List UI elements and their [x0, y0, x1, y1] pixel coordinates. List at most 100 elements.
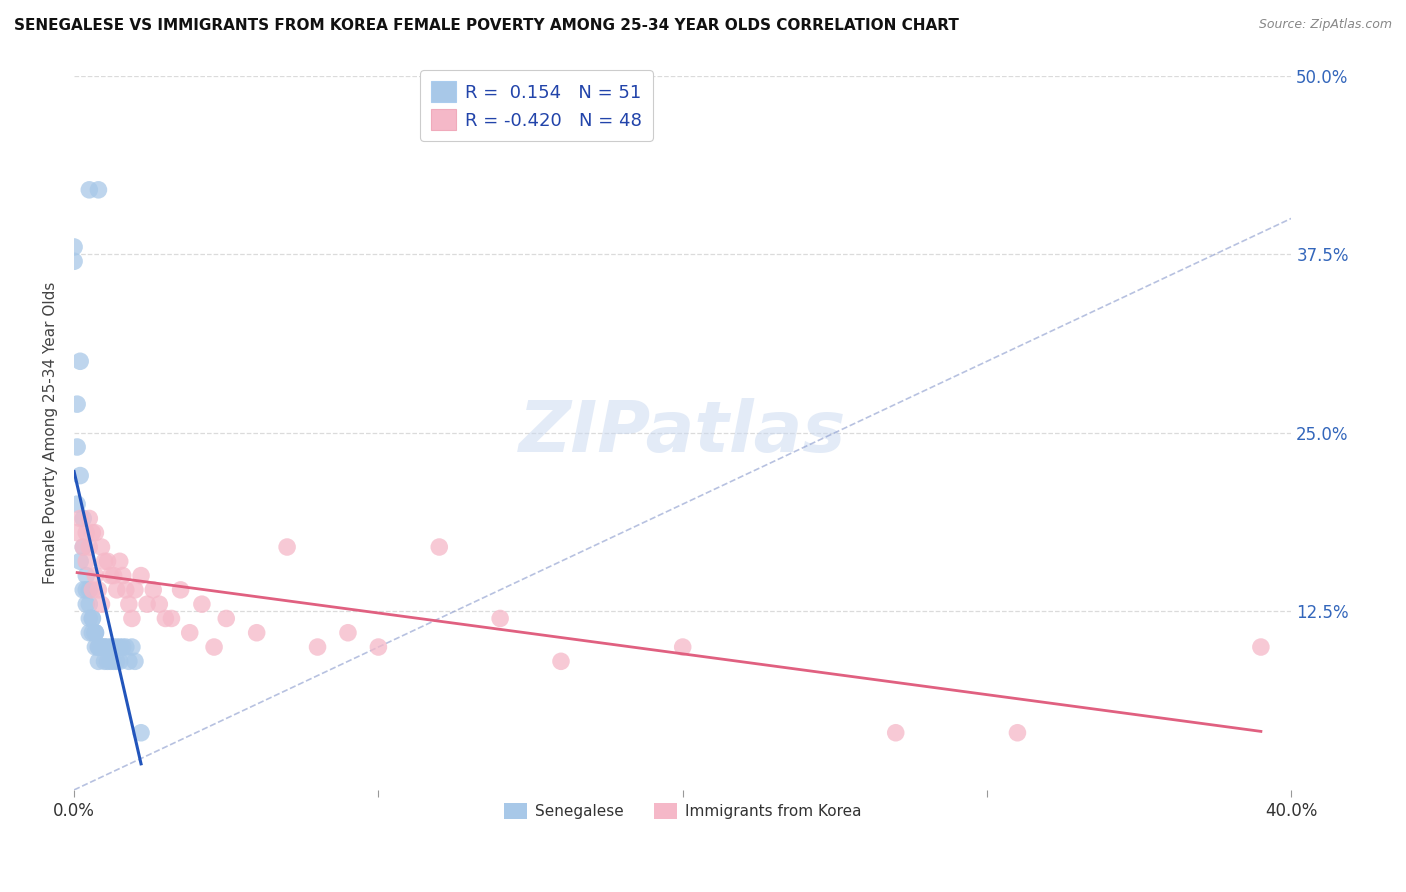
Point — [129, 568, 152, 582]
Point — [87, 183, 110, 197]
Point — [82, 525, 104, 540]
Point — [87, 654, 110, 668]
Point — [72, 540, 94, 554]
Point — [108, 640, 131, 654]
Point — [100, 654, 122, 668]
Point — [148, 597, 170, 611]
Point — [93, 640, 115, 654]
Point — [72, 511, 94, 525]
Point — [75, 582, 97, 597]
Point — [114, 582, 136, 597]
Point — [367, 640, 389, 654]
Point — [82, 625, 104, 640]
Point — [66, 440, 89, 454]
Point — [108, 554, 131, 568]
Point — [69, 511, 91, 525]
Point — [82, 611, 104, 625]
Point — [93, 554, 115, 568]
Point — [111, 568, 134, 582]
Point — [179, 625, 201, 640]
Point — [1250, 640, 1272, 654]
Point — [103, 654, 125, 668]
Point — [69, 468, 91, 483]
Point — [1007, 725, 1029, 739]
Point — [202, 640, 225, 654]
Point — [63, 254, 86, 268]
Text: Source: ZipAtlas.com: Source: ZipAtlas.com — [1258, 18, 1392, 31]
Point — [105, 582, 128, 597]
Point — [336, 625, 359, 640]
Point — [75, 525, 97, 540]
Point — [155, 611, 177, 625]
Point — [93, 654, 115, 668]
Point — [121, 611, 143, 625]
Point — [84, 568, 107, 582]
Point — [103, 640, 125, 654]
Point — [87, 640, 110, 654]
Point — [100, 568, 122, 582]
Point — [69, 354, 91, 368]
Point — [191, 597, 214, 611]
Point — [124, 582, 146, 597]
Point — [84, 640, 107, 654]
Point — [87, 582, 110, 597]
Point — [63, 240, 86, 254]
Legend: Senegalese, Immigrants from Korea: Senegalese, Immigrants from Korea — [498, 797, 868, 825]
Point — [427, 540, 450, 554]
Point — [79, 511, 101, 525]
Point — [79, 611, 101, 625]
Point — [169, 582, 191, 597]
Y-axis label: Female Poverty Among 25-34 Year Olds: Female Poverty Among 25-34 Year Olds — [44, 282, 58, 584]
Point — [82, 582, 104, 597]
Text: ZIPatlas: ZIPatlas — [519, 398, 846, 467]
Point — [136, 597, 159, 611]
Point — [79, 625, 101, 640]
Point — [75, 597, 97, 611]
Point — [90, 540, 112, 554]
Point — [97, 654, 120, 668]
Point — [100, 640, 122, 654]
Point — [672, 640, 695, 654]
Point — [69, 554, 91, 568]
Point — [111, 640, 134, 654]
Point — [108, 654, 131, 668]
Point — [118, 654, 141, 668]
Point — [884, 725, 907, 739]
Point — [90, 640, 112, 654]
Point — [90, 597, 112, 611]
Point — [105, 640, 128, 654]
Point — [118, 597, 141, 611]
Point — [103, 568, 125, 582]
Point — [75, 568, 97, 582]
Point — [124, 654, 146, 668]
Point — [79, 540, 101, 554]
Point — [84, 625, 107, 640]
Point — [160, 611, 183, 625]
Point — [79, 183, 101, 197]
Point — [97, 554, 120, 568]
Point — [87, 640, 110, 654]
Point — [129, 725, 152, 739]
Point — [82, 611, 104, 625]
Point — [114, 640, 136, 654]
Point — [307, 640, 329, 654]
Point — [72, 540, 94, 554]
Text: SENEGALESE VS IMMIGRANTS FROM KOREA FEMALE POVERTY AMONG 25-34 YEAR OLDS CORRELA: SENEGALESE VS IMMIGRANTS FROM KOREA FEMA… — [14, 18, 959, 33]
Point — [142, 582, 165, 597]
Point — [79, 597, 101, 611]
Point — [79, 582, 101, 597]
Point — [93, 640, 115, 654]
Point — [489, 611, 512, 625]
Point — [84, 625, 107, 640]
Point — [66, 397, 89, 411]
Point — [66, 497, 89, 511]
Point — [97, 640, 120, 654]
Point — [105, 654, 128, 668]
Point — [90, 640, 112, 654]
Point — [276, 540, 298, 554]
Point — [121, 640, 143, 654]
Point — [84, 525, 107, 540]
Point — [75, 554, 97, 568]
Point — [66, 525, 89, 540]
Point — [550, 654, 572, 668]
